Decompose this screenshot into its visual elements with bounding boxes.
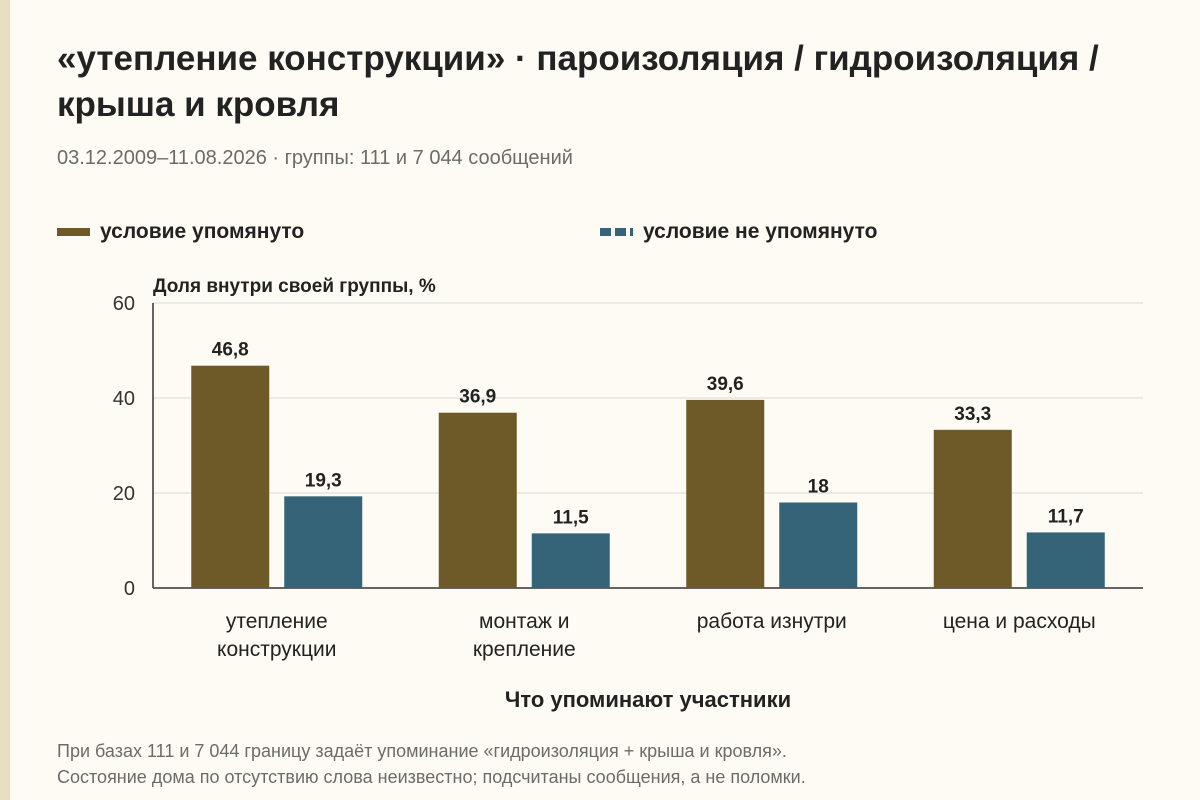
data-label: 11,7 <box>1048 506 1084 527</box>
x-axis-label: Что упоминают участники <box>505 687 791 712</box>
left-accent-stripe <box>0 0 10 800</box>
data-label: 19,3 <box>305 470 342 491</box>
footnote-line-2: Состояние дома по отсутствию слова неизв… <box>57 767 806 787</box>
legend-label-mentioned: условие упомянуто <box>100 220 305 243</box>
y-tick-label: 40 <box>113 388 135 410</box>
footnote: При базах 111 и 7 044 границу задаёт упо… <box>57 738 1157 790</box>
bar-mentioned <box>191 365 270 588</box>
data-label: 18 <box>808 477 829 498</box>
y-tick-label: 0 <box>124 578 135 600</box>
data-label: 11,5 <box>553 507 589 528</box>
legend-item-mentioned: условие упомянуто <box>57 220 304 244</box>
data-label: 39,6 <box>707 374 744 395</box>
y-axis-label: Доля внутри своей группы, % <box>153 276 436 297</box>
legend-label-not-mentioned: условие не упомянуто <box>643 220 878 243</box>
x-tick-label: крепление <box>473 638 576 661</box>
x-tick-label: конструкции <box>217 638 336 661</box>
x-tick-label: работа изнутри <box>697 610 847 633</box>
data-label: 46,8 <box>212 340 249 361</box>
data-label: 36,9 <box>459 387 496 408</box>
data-label: 33,3 <box>954 404 991 425</box>
bar-mentioned <box>686 399 765 588</box>
footnote-line-1: При базах 111 и 7 044 границу задаёт упо… <box>57 741 787 761</box>
x-tick-label: монтаж и <box>479 610 569 633</box>
bar-not-mentioned <box>1026 532 1105 588</box>
legend-item-not-mentioned: условие не упомянуто <box>600 220 877 244</box>
bar-not-mentioned <box>779 502 858 588</box>
y-tick-label: 60 <box>113 293 135 315</box>
bar-mentioned <box>438 412 517 588</box>
bar-not-mentioned <box>284 496 363 588</box>
x-tick-label: утепление <box>226 610 328 633</box>
legend-swatch-not-mentioned <box>600 228 633 236</box>
chart-title: «утепление конструкции» · пароизоляция /… <box>57 39 1099 124</box>
bar-not-mentioned <box>531 533 610 588</box>
y-tick-label: 20 <box>113 483 135 505</box>
bar-mentioned <box>933 429 1012 588</box>
x-tick-label: цена и расходы <box>943 610 1096 633</box>
chart-subtitle: 03.12.2009–11.08.2026 · группы: 111 и 7 … <box>57 147 573 169</box>
legend-swatch-mentioned <box>57 228 90 236</box>
